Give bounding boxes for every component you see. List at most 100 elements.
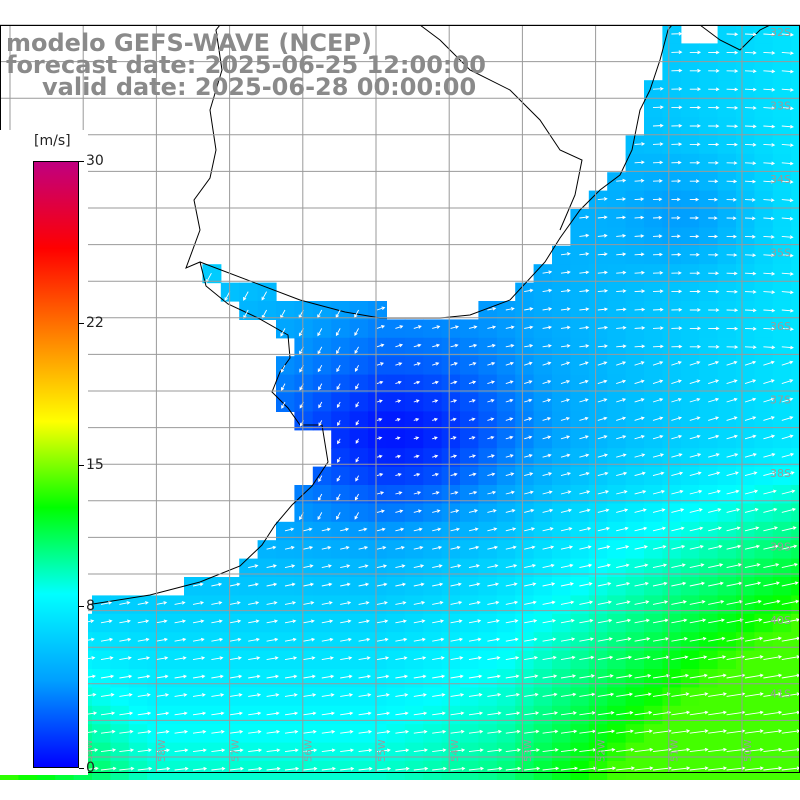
- wind-arrow: [376, 527, 386, 532]
- wind-arrow: [303, 766, 318, 771]
- wind-arrow: [303, 693, 317, 697]
- wind-arrow: [726, 179, 738, 184]
- wind-cell: [791, 540, 800, 560]
- wind-arrow: [542, 748, 559, 753]
- wind-arrow: [763, 32, 776, 37]
- wind-arrow: [763, 729, 783, 734]
- wind-cell: [791, 429, 800, 449]
- wind-cell: [717, 429, 737, 449]
- wind-arrow: [376, 472, 384, 477]
- wind-arrow: [524, 692, 539, 697]
- wind-cell: [349, 761, 369, 780]
- wind-cell: [736, 705, 755, 725]
- wind-cell: [570, 245, 590, 265]
- wind-cell: [644, 356, 663, 376]
- wind-arrow: [119, 619, 131, 624]
- wind-cell: [754, 135, 774, 155]
- wind-cell: [570, 669, 590, 688]
- wind-cell: [533, 669, 553, 688]
- wind-arrow: [450, 656, 464, 661]
- wind-arrow: [340, 637, 352, 642]
- wind-arrow: [616, 435, 627, 440]
- wind-arrow: [340, 729, 354, 734]
- wind-arrow: [284, 601, 297, 605]
- wind-cell: [588, 374, 608, 394]
- wind-arrow: [763, 51, 776, 55]
- wind-arrow: [579, 711, 596, 716]
- wind-cell: [533, 540, 553, 560]
- wind-arrow: [505, 564, 518, 569]
- wind-cell: [662, 577, 682, 596]
- wind-cell: [294, 558, 314, 578]
- wind-cell: [625, 135, 645, 155]
- wind-arrow: [652, 453, 665, 458]
- wind-cell: [644, 411, 663, 431]
- wind-arrow: [726, 692, 746, 697]
- wind-cell: [386, 448, 406, 468]
- wind-arrow: [174, 619, 187, 624]
- latitude-label: 36S: [770, 320, 791, 333]
- wind-arrow: [726, 508, 741, 513]
- wind-cell: [680, 669, 700, 688]
- wind-arrow: [542, 563, 555, 569]
- wind-arrow: [524, 472, 534, 477]
- wind-arrow: [487, 361, 496, 366]
- wind-cell: [349, 429, 369, 449]
- wind-cell: [257, 724, 277, 744]
- wind-cell: [754, 153, 774, 173]
- wind-arrow: [763, 747, 783, 753]
- wind-cell: [772, 687, 792, 707]
- wind-cell: [257, 705, 277, 725]
- wind-cell: [736, 319, 755, 339]
- wind-arrow: [100, 711, 116, 716]
- wind-cell: [533, 264, 553, 284]
- wind-arrow: [413, 491, 422, 495]
- wind-cell: [699, 448, 719, 468]
- wind-cell: [662, 135, 682, 155]
- wind-arrow: [781, 180, 794, 184]
- wind-cell: [220, 687, 240, 707]
- wind-cell: [128, 632, 148, 652]
- wind-cell: [496, 705, 516, 725]
- wind-cell: [644, 209, 663, 228]
- wind-cell: [791, 98, 800, 118]
- wind-cell: [588, 209, 608, 228]
- wind-cell: [625, 153, 645, 173]
- wind-arrow: [560, 674, 577, 679]
- wind-arrow: [579, 398, 589, 403]
- wind-arrow: [432, 693, 446, 697]
- wind-arrow: [266, 601, 278, 605]
- wind-arrow: [432, 600, 444, 605]
- wind-cell: [533, 393, 553, 412]
- wind-arrow: [376, 545, 387, 550]
- wind-cell: [552, 448, 571, 468]
- wind-cell: [478, 650, 498, 670]
- wind-cell: [349, 301, 369, 320]
- wind-arrow: [652, 434, 664, 440]
- wind-arrow: [579, 526, 592, 532]
- wind-cell: [239, 650, 259, 670]
- wind-cell: [220, 705, 240, 725]
- wind-arrow: [505, 490, 515, 495]
- wind-cell: [110, 632, 130, 652]
- wind-arrow: [156, 748, 171, 753]
- wind-cell: [552, 613, 571, 633]
- wind-cell: [625, 521, 645, 541]
- wind-cell: [533, 356, 553, 376]
- wind-cell: [791, 374, 800, 394]
- wind-cell: [349, 724, 369, 744]
- wind-cell: [662, 705, 682, 725]
- wind-cell: [276, 558, 295, 578]
- wind-arrow: [355, 420, 359, 426]
- wind-arrow: [376, 766, 392, 771]
- wind-cell: [478, 558, 498, 578]
- wind-cell: [680, 117, 700, 136]
- wind-cell: [754, 595, 774, 615]
- wind-arrow: [579, 252, 590, 256]
- wind-cell: [165, 742, 185, 762]
- wind-cell: [202, 705, 222, 725]
- wind-cell: [772, 374, 792, 394]
- wind-arrow: [597, 325, 609, 330]
- wind-arrow: [137, 729, 152, 734]
- wind-cell: [552, 521, 571, 541]
